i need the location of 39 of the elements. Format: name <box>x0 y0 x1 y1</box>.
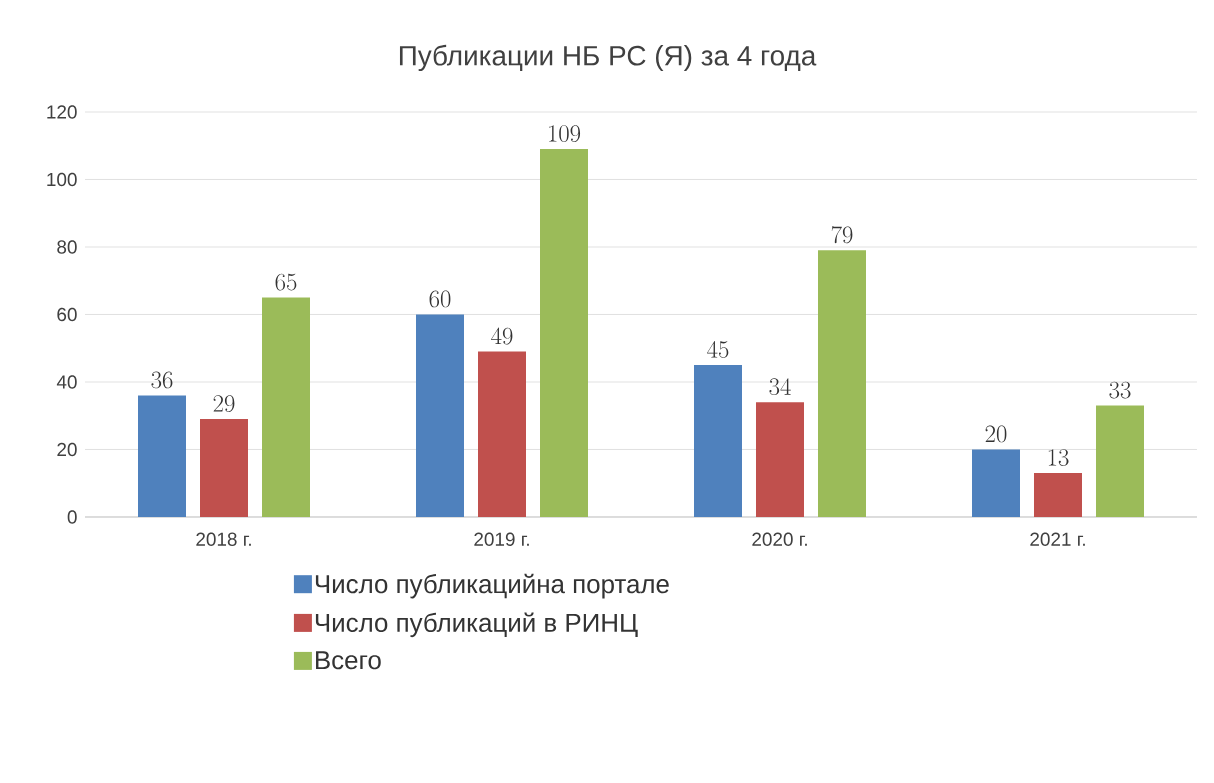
data-label: 29 <box>213 395 235 412</box>
bar <box>478 351 526 517</box>
bar <box>972 449 1020 517</box>
bar <box>818 250 866 517</box>
y-tick-label: 60 <box>57 307 77 322</box>
bar <box>756 402 804 517</box>
data-label: 36 <box>151 371 173 389</box>
data-label: 33 <box>1109 381 1131 399</box>
x-tick-label: 2019 г. <box>474 532 529 546</box>
bar <box>138 395 186 517</box>
x-tick-label: 2021 г. <box>1030 532 1085 546</box>
bar <box>1096 405 1144 517</box>
bar <box>262 297 310 517</box>
data-label: 13 <box>1048 449 1069 466</box>
bar <box>540 149 588 517</box>
x-tick-label: 2020 г. <box>752 532 807 546</box>
x-tick-label: 2018 г. <box>196 532 251 546</box>
bar <box>1034 473 1082 517</box>
data-label: 20 <box>985 425 1007 443</box>
data-label: 79 <box>831 226 853 244</box>
data-label: 45 <box>707 341 729 358</box>
bar <box>416 314 464 517</box>
data-label: 65 <box>275 273 297 291</box>
chart-title: Публикации НБ РС (Я) за 4 года <box>399 44 817 72</box>
data-label: 60 <box>429 290 451 308</box>
data-label: 34 <box>769 378 791 396</box>
legend-label: Число публикацийна портале <box>315 573 669 599</box>
y-tick-label: 20 <box>57 442 77 457</box>
y-tick-label: 100 <box>47 172 77 187</box>
legend-label: Всего <box>316 651 381 670</box>
legend-label: Число публикаций в РИНЦ <box>315 612 638 638</box>
y-tick-label: 80 <box>57 240 77 254</box>
y-tick-label: 0 <box>67 510 77 524</box>
y-tick-label: 40 <box>56 375 77 389</box>
y-tick-label: 120 <box>47 105 77 119</box>
bar <box>200 419 248 517</box>
bar <box>694 365 742 517</box>
data-label: 49 <box>491 327 513 345</box>
data-label: 109 <box>549 125 581 142</box>
